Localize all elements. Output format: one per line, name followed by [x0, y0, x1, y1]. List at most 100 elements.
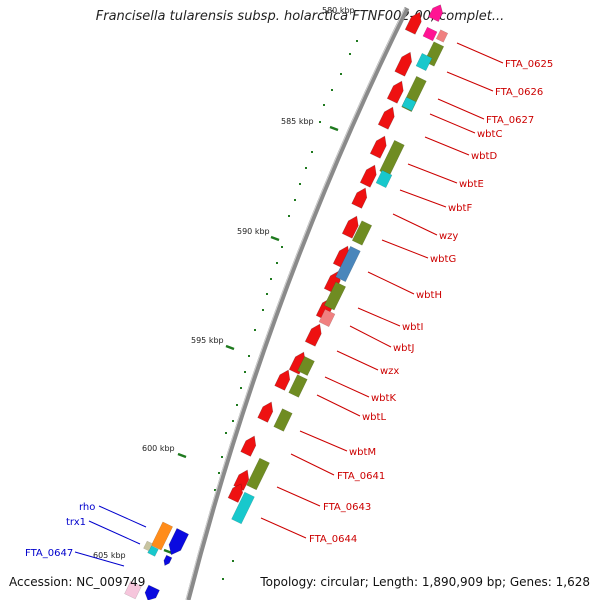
gene-block[interactable]	[401, 96, 417, 112]
gene-arrow[interactable]	[168, 527, 190, 556]
genome-backbone	[185, 6, 410, 600]
leader-line	[424, 136, 470, 156]
gene-block[interactable]	[124, 580, 142, 600]
tick-mark	[232, 420, 234, 422]
major-tick	[163, 548, 173, 555]
gene-label[interactable]: wbtE	[459, 179, 484, 190]
leader-line	[437, 98, 485, 120]
tick-mark	[236, 404, 238, 406]
gene-labels: FTA_0625 FTA_0626 FTA_0627 wbtC wbtD wbtE wbtF…	[25, 59, 553, 559]
tick-mark	[299, 183, 301, 185]
gene-block[interactable]	[288, 374, 308, 398]
gene-label[interactable]: FTA_0644	[309, 534, 357, 545]
gene-label[interactable]: wbtH	[416, 290, 442, 301]
leader-line	[324, 376, 370, 398]
leader-line	[74, 551, 125, 567]
gene-arrow[interactable]	[233, 469, 250, 491]
gene-arrow[interactable]	[341, 215, 359, 239]
leader-line	[456, 42, 504, 64]
gene-arrow[interactable]	[386, 80, 404, 104]
gene-label[interactable]: wbtJ	[393, 343, 414, 354]
gene-block[interactable]	[323, 281, 347, 311]
gene-block[interactable]	[375, 169, 393, 189]
gene-arrow[interactable]	[369, 135, 387, 159]
gene-arrow[interactable]	[404, 11, 422, 35]
gene-block[interactable]	[415, 52, 433, 72]
tick-mark	[294, 199, 296, 201]
gene-label[interactable]: FTA_0641	[337, 471, 385, 482]
gene-arrow[interactable]	[304, 323, 322, 347]
gene-label[interactable]: wbtI	[402, 322, 423, 333]
leader-line	[336, 350, 379, 371]
major-tick	[225, 344, 235, 351]
gene-label[interactable]: wbtC	[477, 129, 502, 140]
gene-arrow[interactable]	[257, 401, 274, 423]
gene-label[interactable]: wzy	[439, 231, 458, 242]
accession-text: Accession: NC_009749	[9, 575, 146, 589]
gene-label[interactable]: FTA_0627	[486, 115, 534, 126]
kbp-label: 600 kbp	[142, 444, 175, 453]
topology-summary: Topology: circular; Length: 1,890,909 bp…	[260, 575, 590, 589]
leader-line	[357, 307, 401, 327]
forward-genes-inner	[231, 26, 449, 525]
gene-label[interactable]: FTA_0626	[495, 87, 543, 98]
gene-arrow[interactable]	[144, 584, 160, 600]
kbp-label: 585 kbp	[281, 117, 314, 126]
gene-label[interactable]: wbtL	[362, 412, 386, 423]
major-tick	[329, 125, 339, 132]
gene-label[interactable]: FTA_0643	[323, 502, 371, 513]
gene-label[interactable]: wbtK	[371, 393, 396, 404]
gene-block[interactable]	[297, 356, 315, 376]
gene-label[interactable]: FTA_0625	[505, 59, 553, 70]
gene-arrow[interactable]	[359, 164, 377, 188]
gene-arrow[interactable]	[227, 483, 244, 503]
kbp-label: 580 kbp	[322, 6, 355, 15]
gene-block[interactable]	[246, 457, 270, 491]
leader-line	[290, 453, 335, 476]
leader-line	[299, 430, 348, 452]
gene-arrow[interactable]	[274, 369, 291, 391]
gene-label[interactable]: wbtG	[430, 254, 456, 265]
gene-arrow[interactable]	[240, 435, 257, 457]
gene-arrow[interactable]	[428, 4, 444, 22]
gene-label[interactable]: wbtD	[471, 151, 497, 162]
leader-line	[98, 505, 147, 528]
tick-mark	[319, 121, 321, 123]
tick-mark	[254, 329, 256, 331]
gene-label[interactable]: FTA_0647	[25, 548, 73, 559]
gene-block[interactable]	[335, 245, 361, 283]
tick-mark	[356, 40, 358, 42]
kbp-label: 590 kbp	[237, 227, 270, 236]
gene-block[interactable]	[318, 308, 336, 328]
gene-block[interactable]	[150, 521, 174, 551]
gene-arrow[interactable]	[377, 106, 395, 130]
tick-mark	[266, 293, 268, 295]
gene-arrow[interactable]	[163, 554, 173, 566]
major-tick	[177, 452, 187, 459]
gene-label[interactable]: trx1	[66, 517, 86, 528]
tick-mark	[214, 489, 216, 491]
tick-mark	[305, 167, 307, 169]
gene-block[interactable]	[422, 26, 438, 42]
gene-label[interactable]: rho	[79, 502, 95, 513]
gene-block[interactable]	[273, 408, 293, 432]
tick-mark	[323, 104, 325, 106]
tick-mark	[232, 560, 234, 562]
gene-block[interactable]	[231, 491, 255, 525]
tick-mark	[221, 456, 223, 458]
leader-line	[88, 520, 141, 545]
gene-block[interactable]	[351, 220, 373, 246]
gene-label[interactable]: wbtM	[349, 447, 376, 458]
leader-line	[399, 189, 447, 208]
tick-mark	[244, 371, 246, 373]
leader-line	[349, 325, 392, 348]
gene-arrow[interactable]	[394, 51, 413, 77]
gene-block[interactable]	[435, 29, 449, 43]
gene-label[interactable]: wbtF	[448, 203, 472, 214]
gene-label[interactable]: wzx	[380, 366, 399, 377]
gene-arrow[interactable]	[351, 187, 368, 209]
leader-line	[381, 239, 429, 259]
gene-block[interactable]	[143, 540, 153, 552]
tick-mark	[349, 53, 351, 55]
